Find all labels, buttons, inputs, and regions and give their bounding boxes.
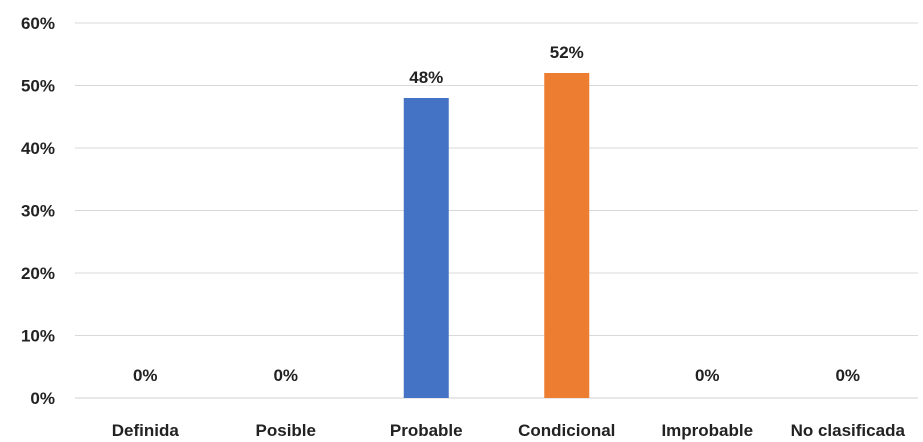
- category-label: Definida: [112, 421, 180, 440]
- y-tick-label: 40%: [21, 139, 55, 158]
- data-labels: 0% 0% 48% 52% 0% 0%: [133, 43, 860, 385]
- category-label: No clasificada: [791, 421, 906, 440]
- bar-probable: [403, 98, 449, 398]
- category-label: Condicional: [518, 421, 615, 440]
- data-label: 0%: [835, 366, 860, 385]
- y-tick-label: 10%: [21, 327, 55, 346]
- bar-condicional: [544, 73, 590, 398]
- category-label: Posible: [256, 421, 316, 440]
- data-label: 0%: [133, 366, 158, 385]
- bars: [403, 73, 590, 398]
- y-tick-label: 30%: [21, 202, 55, 221]
- y-tick-label: 60%: [21, 14, 55, 33]
- x-axis-category-labels: Definida Posible Probable Condicional Improb…: [112, 421, 906, 440]
- y-tick-label: 0%: [30, 389, 55, 408]
- y-axis-tick-labels: 0% 10% 20% 30% 40% 50% 60%: [21, 14, 55, 408]
- data-label: 0%: [273, 366, 298, 385]
- y-tick-label: 20%: [21, 264, 55, 283]
- category-label: Improbable: [661, 421, 753, 440]
- data-label: 0%: [695, 366, 720, 385]
- data-label: 52%: [550, 43, 584, 62]
- gridlines: [75, 22, 918, 399]
- data-label: 48%: [409, 68, 443, 87]
- y-tick-label: 50%: [21, 77, 55, 96]
- category-label: Probable: [390, 421, 463, 440]
